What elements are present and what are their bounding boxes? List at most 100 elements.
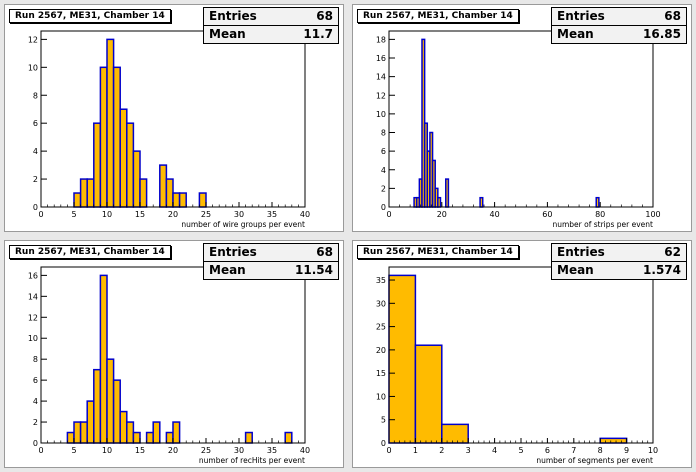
stats-box: Entries 68 Mean 11.7 bbox=[203, 7, 339, 44]
histogram-bar bbox=[244, 431, 253, 444]
x-tick-label: 10 bbox=[102, 210, 112, 219]
histogram-bar bbox=[159, 164, 168, 208]
histogram-bar bbox=[198, 192, 207, 208]
x-tick-label: 20 bbox=[168, 446, 178, 455]
histogram-plot: 0 1 2 3 4 5 6 7 8 9 10 0 5 10 15 20 25 30 35 number of segm… bbox=[376, 266, 658, 465]
histogram-panel-segments: 0 1 2 3 4 5 6 7 8 9 10 0 5 10 15 20 25 30 35 number of segm… bbox=[352, 240, 692, 468]
histogram-bar bbox=[595, 196, 600, 208]
histogram-bar bbox=[132, 431, 141, 444]
y-tick-label: 4 bbox=[33, 397, 38, 406]
histogram-bar bbox=[106, 358, 115, 444]
y-tick-label: 2 bbox=[381, 184, 386, 193]
histogram-title: Run 2567, ME31, Chamber 14 bbox=[9, 245, 171, 259]
histogram-bar bbox=[126, 122, 135, 208]
histogram-plot: 0 5 10 15 20 25 30 35 40 0 2 4 6 8 10 12 number of wire … bbox=[28, 30, 310, 229]
plot-border bbox=[388, 30, 654, 208]
x-tick-label: 10 bbox=[102, 446, 112, 455]
y-tick-label: 14 bbox=[28, 292, 38, 301]
histogram-bar bbox=[165, 431, 174, 444]
y-tick-label: 30 bbox=[376, 299, 386, 308]
histogram-bar bbox=[99, 66, 108, 208]
histogram-title: Run 2567, ME31, Chamber 14 bbox=[357, 9, 519, 23]
y-tick-label: 0 bbox=[33, 203, 38, 212]
x-tick-label: 6 bbox=[545, 446, 550, 455]
x-tick-label: 8 bbox=[598, 446, 603, 455]
y-tick-label: 8 bbox=[33, 91, 38, 100]
y-tick-label: 6 bbox=[33, 376, 38, 385]
histogram-bar bbox=[119, 410, 128, 444]
stats-mean-value: 11.7 bbox=[303, 27, 333, 41]
y-tick-label: 10 bbox=[376, 110, 386, 119]
histogram-bar bbox=[119, 108, 128, 208]
stats-mean-label: Mean bbox=[209, 27, 246, 41]
x-tick-label: 35 bbox=[267, 446, 277, 455]
histogram-bar bbox=[599, 437, 628, 444]
histogram-bar bbox=[126, 421, 135, 444]
histogram-bar bbox=[106, 38, 115, 208]
x-tick-label: 35 bbox=[267, 210, 277, 219]
stats-entries-value: 68 bbox=[316, 9, 333, 23]
y-tick-label: 2 bbox=[33, 175, 38, 184]
x-tick-label: 30 bbox=[234, 446, 244, 455]
y-tick-label: 8 bbox=[33, 355, 38, 364]
stats-box: Entries 68 Mean 11.54 bbox=[203, 243, 339, 280]
histogram-plot: 0 5 10 15 20 25 30 35 40 0 2 4 6 8 10 12 14 16 number of r… bbox=[28, 266, 310, 465]
y-tick-label: 35 bbox=[376, 276, 386, 285]
histogram-bar bbox=[73, 421, 82, 444]
histogram-bar bbox=[93, 122, 102, 208]
x-tick-label: 2 bbox=[439, 446, 444, 455]
histogram-bar bbox=[441, 423, 469, 444]
y-tick-label: 16 bbox=[376, 54, 386, 63]
x-tick-label: 20 bbox=[168, 210, 178, 219]
x-tick-label: 4 bbox=[492, 446, 497, 455]
x-axis-label: number of recHits per event bbox=[199, 456, 305, 465]
y-tick-label: 8 bbox=[381, 129, 386, 138]
histogram-bar bbox=[79, 178, 88, 208]
stats-entries-label: Entries bbox=[557, 245, 605, 259]
histogram-bar bbox=[172, 421, 181, 444]
x-tick-label: 15 bbox=[135, 210, 145, 219]
y-tick-label: 15 bbox=[376, 369, 386, 378]
histogram-bar bbox=[139, 178, 148, 208]
histogram-bar bbox=[152, 421, 161, 444]
y-tick-label: 0 bbox=[381, 203, 386, 212]
x-tick-label: 25 bbox=[201, 446, 211, 455]
y-tick-label: 4 bbox=[33, 147, 38, 156]
histogram-bar bbox=[178, 192, 187, 208]
histogram-bar bbox=[112, 379, 121, 444]
x-tick-label: 30 bbox=[234, 210, 244, 219]
y-tick-label: 12 bbox=[376, 91, 386, 100]
x-tick-label: 20 bbox=[437, 210, 447, 219]
plot-frame bbox=[40, 266, 306, 444]
x-axis-label: number of segments per event bbox=[536, 456, 653, 465]
x-tick-label: 3 bbox=[466, 446, 471, 455]
y-tick-label: 2 bbox=[33, 418, 38, 427]
y-tick-label: 10 bbox=[376, 392, 386, 401]
y-tick-label: 12 bbox=[28, 35, 38, 44]
histogram-bar bbox=[414, 344, 443, 444]
y-tick-label: 20 bbox=[376, 346, 386, 355]
histogram-title: Run 2567, ME31, Chamber 14 bbox=[357, 245, 519, 259]
histogram-bar bbox=[73, 192, 82, 208]
stats-mean-value: 16.85 bbox=[643, 27, 681, 41]
stats-mean-label: Mean bbox=[209, 263, 246, 277]
histogram-bar bbox=[86, 400, 95, 444]
y-tick-label: 0 bbox=[33, 439, 38, 448]
stats-mean-value: 1.574 bbox=[643, 263, 681, 277]
x-tick-label: 0 bbox=[38, 446, 43, 455]
x-tick-label: 100 bbox=[645, 210, 660, 219]
stats-mean-label: Mean bbox=[557, 263, 594, 277]
histogram-bar bbox=[112, 66, 121, 208]
histogram-title: Run 2567, ME31, Chamber 14 bbox=[9, 9, 171, 23]
histogram-bar bbox=[172, 192, 181, 208]
stats-entries-value: 62 bbox=[664, 245, 681, 259]
y-tick-label: 4 bbox=[381, 166, 386, 175]
x-tick-label: 60 bbox=[542, 210, 552, 219]
y-tick-label: 18 bbox=[376, 35, 386, 44]
y-tick-label: 25 bbox=[376, 323, 386, 332]
histogram-plot: 0 20 40 60 80 100 0 2 4 6 8 10 12 14 16 18 number of str… bbox=[376, 30, 661, 229]
x-tick-label: 7 bbox=[571, 446, 576, 455]
x-tick-label: 5 bbox=[71, 446, 76, 455]
histogram-bar bbox=[132, 150, 141, 208]
histogram-bar bbox=[86, 178, 95, 208]
